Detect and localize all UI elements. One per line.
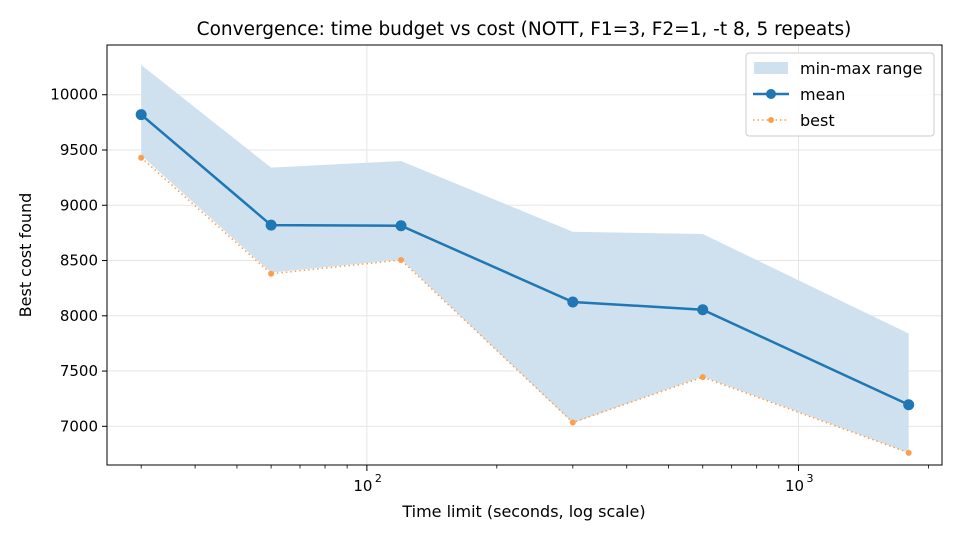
y-tick-label: 8000 [60,307,98,325]
x-tick-label: 10 [353,477,372,495]
y-tick-label: 7500 [60,362,98,380]
mean-point [567,296,579,308]
mean-line [140,113,910,406]
y-axis-label: Best cost found [16,193,35,318]
mean-point [697,304,709,316]
x-axis-ticks: 10 2 10 3 [140,465,929,495]
mean-point [135,109,147,121]
best-point [398,256,405,263]
legend-label-band: min-max range [800,59,922,78]
x-axis-label: Time limit (seconds, log scale) [401,502,645,521]
legend-best-marker [768,117,774,123]
y-tick-label: 8500 [60,252,98,270]
best-line [140,157,909,454]
band-area [141,64,909,453]
best-point [905,449,912,456]
legend-mean-marker [766,89,776,99]
y-axis-ticks: 7000 7500 8000 8500 9000 9500 10000 [50,86,107,435]
mean-point [903,399,915,411]
legend-label-best: best [800,111,835,130]
y-tick-label: 7000 [60,417,98,435]
series-mean [135,109,915,411]
best-point [138,154,145,161]
legend-box [745,52,935,137]
x-tick-exponent: 2 [375,472,382,485]
min-max-band [141,64,909,453]
legend-band-swatch [754,62,788,74]
best-point [699,374,706,381]
chart-title: Convergence: time budget vs cost (NOTT, … [197,19,852,40]
y-tick-label: 9500 [60,141,98,159]
series-best [138,154,912,456]
plot-frame [106,44,943,466]
mean-point [265,219,277,231]
x-tick-label: 10 [785,477,804,495]
best-point [268,270,275,277]
legend-label-mean: mean [800,85,845,104]
y-tick-label: 9000 [60,196,98,214]
y-tick-label: 10000 [50,86,98,104]
mean-point [395,220,407,232]
x-tick-exponent: 3 [807,472,814,485]
series-layer [135,109,915,456]
legend: min-max range mean best [745,52,935,137]
best-point [569,419,576,426]
